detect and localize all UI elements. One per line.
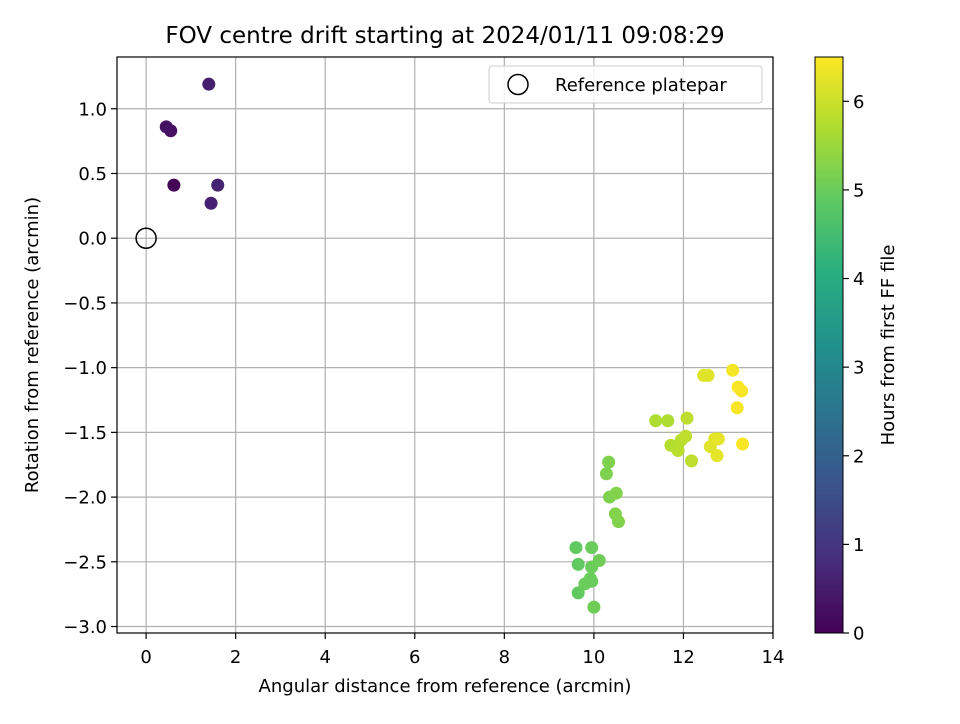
reference-platepar-marker xyxy=(135,227,157,249)
y-tick-label: −1.0 xyxy=(63,358,107,379)
x-axis-ticks: 0 2 4 6 8 10 12 14 xyxy=(140,633,784,668)
x-axis-label: Angular distance from reference (arcmin) xyxy=(259,676,632,697)
data-point xyxy=(609,486,623,500)
colorbar-tick-label: 3 xyxy=(853,358,864,379)
reference-layer xyxy=(135,227,157,249)
colorbar-gradient xyxy=(814,56,844,634)
data-point xyxy=(661,414,675,428)
grid-lines xyxy=(117,57,774,633)
colorbar-tick-label: 6 xyxy=(853,92,864,113)
data-point xyxy=(671,443,685,457)
data-point xyxy=(164,124,178,138)
data-point xyxy=(571,586,585,600)
legend-entry-reference: Reference platepar xyxy=(555,75,727,96)
data-point xyxy=(736,437,750,451)
y-tick-label: 0.0 xyxy=(78,229,107,250)
data-point xyxy=(649,414,663,428)
y-tick-label: −3.0 xyxy=(63,617,107,638)
x-tick-label: 6 xyxy=(409,647,420,668)
colorbar-tick-label: 2 xyxy=(853,446,864,467)
data-point xyxy=(680,411,694,425)
colorbar-ticks: 0 1 2 3 4 5 6 xyxy=(843,92,864,645)
plot-frame xyxy=(116,56,774,634)
x-tick-label: 10 xyxy=(582,647,605,668)
data-point xyxy=(204,196,218,210)
data-point xyxy=(167,178,181,192)
x-tick-label: 2 xyxy=(230,647,241,668)
chart-title: FOV centre drift starting at 2024/01/11 … xyxy=(165,23,724,49)
y-axis-ticks: 1.0 0.5 0.0 −0.5 −1.0 −1.5 −2.0 −2.5 −3.0 xyxy=(63,99,117,638)
data-point xyxy=(592,554,606,568)
data-point xyxy=(571,557,585,571)
y-tick-label: −2.5 xyxy=(63,552,107,573)
x-tick-label: 8 xyxy=(499,647,510,668)
data-point xyxy=(685,454,699,468)
data-point xyxy=(211,178,225,192)
y-tick-label: −1.5 xyxy=(63,423,107,444)
x-tick-label: 0 xyxy=(140,647,151,668)
data-point xyxy=(679,429,693,443)
y-tick-label: −2.0 xyxy=(63,488,107,509)
data-point xyxy=(701,368,715,382)
colorbar-tick-label: 0 xyxy=(853,624,864,645)
data-point xyxy=(735,384,749,398)
data-point xyxy=(726,363,740,377)
data-point xyxy=(711,432,725,446)
legend-box xyxy=(488,65,763,104)
colorbar-label: Hours from first FF file xyxy=(878,245,899,446)
data-point xyxy=(202,77,216,91)
data-point xyxy=(587,600,601,614)
x-tick-label: 12 xyxy=(672,647,695,668)
data-point xyxy=(710,449,724,463)
x-tick-label: 4 xyxy=(319,647,330,668)
data-point xyxy=(585,541,599,555)
legend-reference-marker xyxy=(507,73,529,96)
colorbar-tick-label: 1 xyxy=(853,535,864,556)
y-tick-label: −0.5 xyxy=(63,293,107,314)
data-point xyxy=(569,541,583,555)
x-tick-label: 14 xyxy=(762,647,785,668)
data-point xyxy=(599,467,613,481)
data-point xyxy=(612,515,626,529)
colorbar-tick-label: 4 xyxy=(853,269,864,290)
y-tick-label: 1.0 xyxy=(78,99,107,120)
y-axis-label: Rotation from reference (arcmin) xyxy=(22,197,43,493)
legend: Reference platepar xyxy=(488,65,763,104)
data-point xyxy=(730,401,744,415)
colorbar: 0 1 2 3 4 5 6 Hours from first FF file xyxy=(814,56,899,645)
data-point xyxy=(602,455,616,469)
y-tick-label: 0.5 xyxy=(78,164,107,185)
colorbar-tick-label: 5 xyxy=(853,180,864,201)
data-point xyxy=(583,572,597,586)
data-points xyxy=(159,77,750,614)
